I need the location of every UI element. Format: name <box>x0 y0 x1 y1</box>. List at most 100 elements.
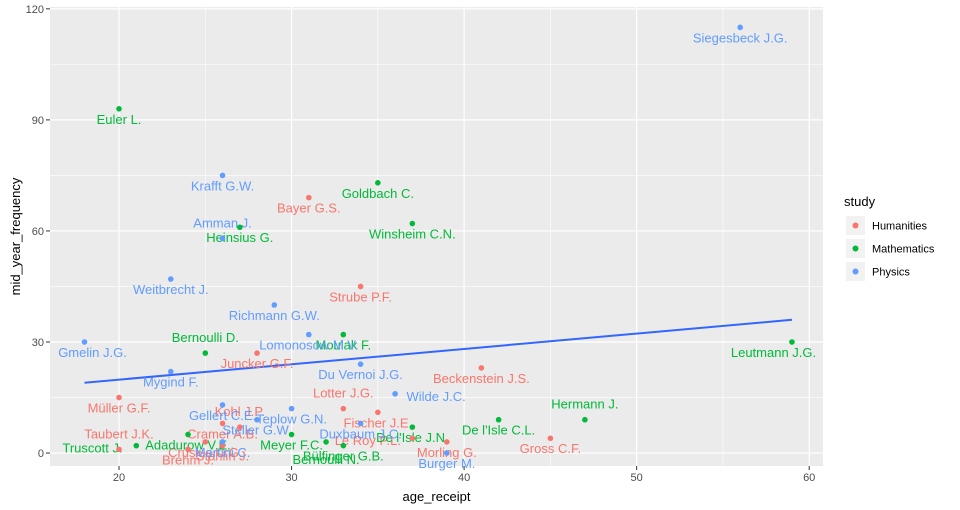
point-label-krafft-g-w: Krafft G.W. <box>191 178 254 193</box>
data-point-krafft-g-w <box>219 172 226 179</box>
point-label-richmann-g-w: Richmann G.W. <box>229 308 320 323</box>
data-point-du-vernoi-j-g <box>357 361 364 368</box>
x-tick-label: 30 <box>285 472 297 484</box>
data-point-amman-j <box>219 235 226 242</box>
data-point-meyer-f-c <box>288 431 295 438</box>
point-label-duxbaum-j-c: Duxbaum J.C. <box>319 426 401 441</box>
data-point-siegesbeck-j-g <box>737 24 743 31</box>
point-label-truscott-j: Truscott J. <box>62 441 122 456</box>
data-point-gellert-c-e <box>219 402 226 408</box>
data-point-hermann-j <box>582 416 588 423</box>
x-tick-label: 60 <box>803 472 815 484</box>
point-label-de-l-isle-c-l: De l'Isle C.L. <box>462 423 535 438</box>
point-label-meyer-f-c: Meyer F.C. <box>260 438 323 453</box>
point-label-weitbrecht-j: Weitbrecht J. <box>133 282 209 297</box>
data-point-leutmann-j-g <box>789 339 795 345</box>
point-label-mygind-f: Mygind F. <box>143 375 199 390</box>
data-point-cramer-a-b <box>219 420 226 427</box>
point-label-martini-c: Martini C. <box>195 445 251 460</box>
data-point-gross-c-f <box>547 435 554 442</box>
data-point-gmelin-j-g <box>81 339 88 345</box>
data-point-moulak-f <box>340 331 347 338</box>
legend: study Humanities Mathematics Physics <box>844 194 935 281</box>
point-label-lotter-j-g: Lotter J.G. <box>313 386 374 401</box>
point-label-gross-c-f: Gross C.F. <box>520 441 581 456</box>
axis-ticks: 20 30 40 50 60 0 30 60 90 120 <box>26 4 816 484</box>
point-label-cramer-a-b: Cramer A.B. <box>187 426 258 441</box>
trend-line-group <box>84 318 793 384</box>
point-label-leutmann-j-g: Leutmann J.G. <box>731 345 816 360</box>
data-point-wilde-j-c <box>392 391 398 397</box>
point-label-strube-p-f: Strube P.F. <box>329 289 392 304</box>
data-point-beckenstein-j-s <box>478 365 485 371</box>
point-label-moulak-f: Moulak F. <box>316 338 372 353</box>
data-point-martini-c <box>219 439 226 445</box>
data-point-duxbaum-j-c <box>357 420 364 427</box>
data-point-muller-g-f <box>116 394 122 401</box>
point-label-brehm-j: Brehm J. <box>162 452 214 467</box>
data-point-bayer-g-s <box>306 194 312 201</box>
legend-label-humanities: Humanities <box>872 221 928 233</box>
data-point-adadurow-v-e <box>185 431 191 438</box>
data-point-truscott-j <box>133 442 140 449</box>
data-point-winsheim-c-n <box>409 220 416 227</box>
data-point-le-roy-p-l <box>409 435 416 442</box>
data-point-strube-p-f <box>357 283 364 290</box>
point-label-gmelin-j-g: Gmelin J.G. <box>58 345 127 360</box>
point-label-wilde-j-c: Wilde J.C. <box>406 389 465 404</box>
data-point-goldbach-c <box>375 180 381 186</box>
data-point-taubert-j-k <box>116 446 122 453</box>
data-point-de-l-isle-c-l <box>495 416 502 423</box>
data-point-fischer-j-e <box>375 409 381 416</box>
point-label-fischer-j-e: Fischer J.E. <box>344 415 413 430</box>
y-tick-label: 90 <box>32 115 44 127</box>
y-axis-title: mid_year_frequency <box>8 177 23 295</box>
data-point-crusius-c-g <box>202 439 209 445</box>
point-label-steller-g-w: Steller G.W. <box>222 423 291 438</box>
point-label-taubert-j-k: Taubert J.K. <box>84 426 153 441</box>
point-label-bernoulli-d: Bernoulli D. <box>172 330 239 345</box>
point-label-burger-m: Burger M. <box>418 456 475 471</box>
trend-line <box>84 318 793 384</box>
x-tick-label: 40 <box>458 472 470 484</box>
point-label-euler-l: Euler L. <box>97 112 142 127</box>
legend-key-humanities <box>852 222 859 229</box>
legend-label-physics: Physics <box>872 267 910 279</box>
point-label-gellert-c-e: Gellert C.E. <box>189 408 256 423</box>
grid-lines <box>50 7 823 466</box>
data-point-lotter-j-g <box>340 405 347 412</box>
point-label-kohl-j-p: Kohl J.P. <box>215 404 265 419</box>
x-tick-label: 20 <box>113 472 125 484</box>
legend-title: study <box>844 194 876 209</box>
y-tick-label: 0 <box>38 448 44 460</box>
legend-label-mathematics: Mathematics <box>872 244 935 256</box>
point-label-heinsius-g: Heinsius G. <box>206 230 273 245</box>
point-label-du-vernoi-j-g: Du Vernoi J.G. <box>318 367 403 382</box>
data-point-richmann-g-w <box>271 302 278 308</box>
data-point-bernoulli-d <box>202 350 209 356</box>
y-tick-label: 60 <box>32 226 44 238</box>
data-point-juncker-g-f <box>254 350 260 356</box>
data-point-bernoulli-n <box>323 439 329 445</box>
point-label-beckenstein-j-s: Beckenstein J.S. <box>433 371 530 386</box>
data-point-mygind-f <box>167 368 174 375</box>
point-label-bulfinger-g-b: Bülfinger G.B. <box>303 449 384 464</box>
data-point-steller-g-w <box>254 416 260 423</box>
data-point-de-l-isle-j-n <box>409 424 416 430</box>
data-points <box>81 24 795 456</box>
point-label-teplow-g-n: Teplow G.N. <box>256 412 327 427</box>
point-label-amman-j: Amman J. <box>193 215 252 230</box>
point-label-hermann-j: Hermann J. <box>551 397 618 412</box>
legend-key-physics <box>852 268 859 275</box>
point-label-goldbach-c: Goldbach C. <box>342 186 414 201</box>
point-label-juncker-g-f: Juncker G.F. <box>221 356 294 371</box>
data-point-lomonosow-m-v <box>306 331 312 338</box>
point-label-adadurow-v-e: Adadurow V.E. <box>145 438 231 453</box>
data-point-weitbrecht-j <box>167 276 174 282</box>
data-point-brehm-j <box>185 446 191 453</box>
x-axis-title: age_receipt <box>403 489 471 504</box>
y-tick-label: 120 <box>26 4 44 16</box>
y-tick-label: 30 <box>32 337 44 349</box>
point-label-winsheim-c-n: Winsheim C.N. <box>369 227 456 242</box>
